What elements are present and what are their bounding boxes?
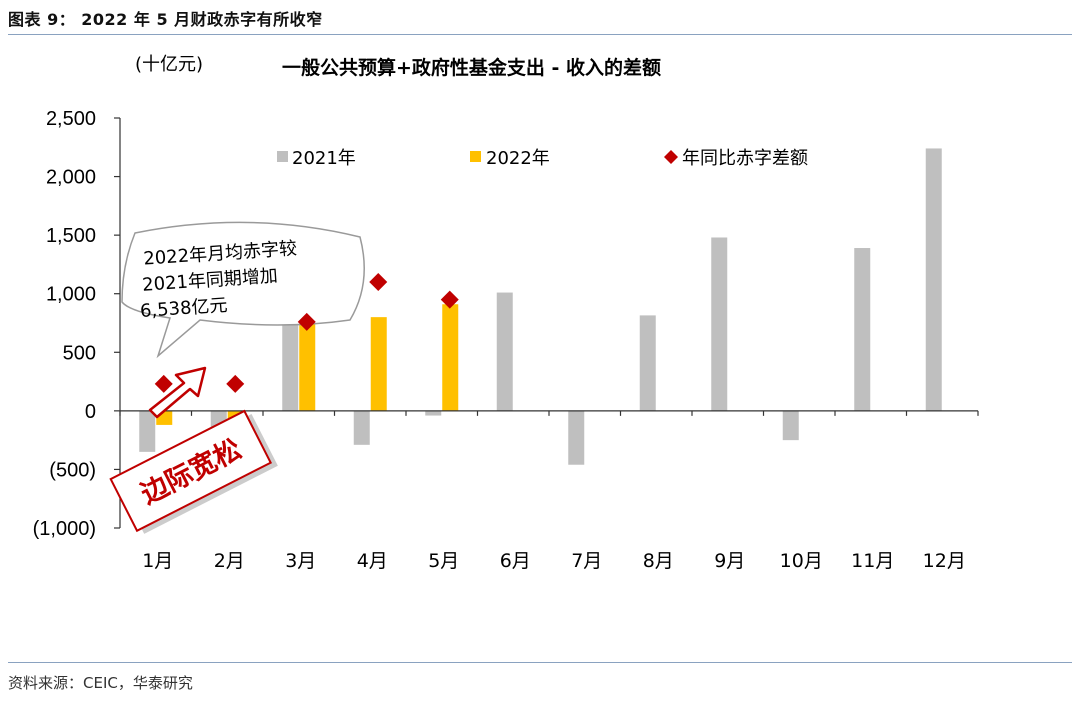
legend-label-yoy: 年同比赤字差额 — [682, 148, 808, 169]
bottom-rule — [8, 662, 1072, 663]
chart-title: 一般公共预算+政府性基金支出 - 收入的差额 — [282, 56, 661, 79]
x-tick-label: 2月 — [214, 550, 245, 572]
stamp-annotation: 边际宽松 — [109, 409, 278, 534]
legend-label-2022: 2022年 — [486, 148, 550, 169]
legend-marker-yoy — [664, 150, 678, 164]
bar-2021 — [925, 148, 942, 411]
legend: 2021年 2022年 年同比赤字差额 — [277, 148, 808, 169]
bar-2021 — [496, 292, 513, 411]
point-yoy — [154, 374, 173, 393]
legend-label-2021: 2021年 — [292, 148, 356, 169]
arrow-icon — [148, 366, 207, 419]
x-tick-label: 6月 — [500, 550, 531, 572]
x-tick-label: 12月 — [923, 550, 966, 572]
y-tick-label: (1,000) — [33, 518, 96, 540]
y-tick-label: 1,500 — [46, 225, 96, 247]
bar-2022 — [442, 304, 459, 411]
y-tick-label: 2,500 — [46, 108, 96, 130]
x-tick-label: 4月 — [357, 550, 388, 572]
bar-2021 — [282, 317, 299, 411]
bar-2021 — [711, 237, 728, 411]
bar-2021 — [139, 410, 156, 452]
top-rule — [8, 34, 1072, 35]
bar-2021 — [639, 315, 656, 411]
legend-swatch-2021 — [277, 151, 288, 162]
point-yoy — [440, 290, 459, 309]
bar-2022 — [370, 317, 387, 411]
y-tick-label: 1,000 — [46, 284, 96, 306]
bar-2021 — [353, 410, 370, 445]
arrow-annotation — [148, 366, 207, 419]
x-tick-label: 5月 — [428, 550, 459, 572]
bar-2021 — [425, 410, 442, 416]
bar-2021 — [782, 410, 799, 441]
callout-annotation: 2022年月均赤字较 2021年同期增加 6,538亿元 — [121, 221, 365, 359]
y-tick-label: 0 — [85, 401, 96, 423]
legend-swatch-2022 — [470, 151, 481, 162]
series-yoy-points — [154, 273, 459, 393]
point-yoy — [369, 273, 388, 291]
y-tick-label: (500) — [49, 459, 96, 481]
unit-label: (十亿元) — [135, 54, 203, 75]
x-tick-label: 11月 — [851, 550, 894, 572]
x-tick-label: 9月 — [714, 550, 745, 572]
x-tick-label: 8月 — [643, 550, 674, 572]
x-tick-label: 1月 — [142, 550, 173, 572]
x-tick-labels: 1月 2月 3月 4月 5月 6月 7月 8月 9月 10月 11月 12月 — [142, 550, 966, 572]
bar-2021 — [568, 410, 585, 465]
x-axis — [119, 410, 979, 416]
y-tick-label: 500 — [63, 342, 96, 364]
figure-title: 图表 9： 2022 年 5 月财政赤字有所收窄 — [8, 10, 323, 29]
y-tick-label: 2,000 — [46, 167, 96, 189]
source-note: 资料来源：CEIC，华泰研究 — [8, 674, 193, 692]
point-yoy — [226, 374, 245, 393]
x-tick-label: 10月 — [780, 550, 823, 572]
bar-2021 — [854, 248, 871, 411]
y-axis: (1,000) (500) 0 500 1,000 1,500 2,000 2,500 — [33, 108, 121, 540]
stamp-box — [109, 409, 273, 533]
point-yoy — [297, 312, 316, 331]
x-tick-label: 7月 — [571, 550, 602, 572]
x-tick-label: 3月 — [285, 550, 316, 572]
